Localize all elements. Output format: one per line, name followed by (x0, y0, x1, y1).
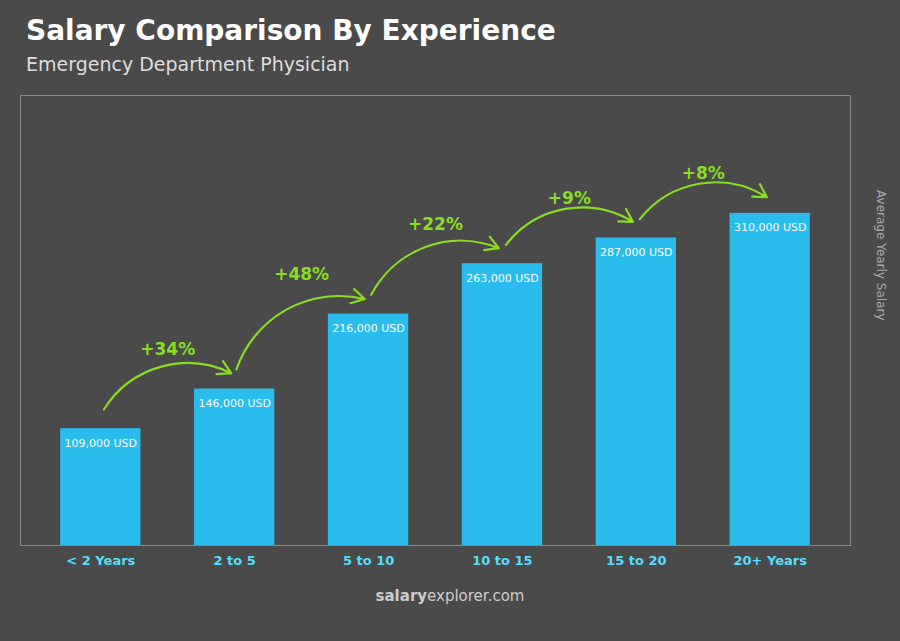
svg-text:+9%: +9% (548, 188, 591, 208)
svg-text:2 to 5: 2 to 5 (214, 553, 256, 568)
svg-text:287,000 USD: 287,000 USD (600, 246, 673, 259)
svg-text:20+ Years: 20+ Years (733, 553, 807, 568)
svg-text:109,000 USD: 109,000 USD (65, 437, 137, 450)
svg-text:+8%: +8% (682, 163, 725, 183)
svg-text:263,000 USD: 263,000 USD (466, 272, 539, 285)
html-text:Salary Comparison By Experienc: Salary Comparison By Experience (26, 14, 556, 47)
svg-text:+22%: +22% (408, 214, 463, 234)
html-text:salary explorer.com: salary explorer.com (375, 587, 525, 605)
svg-text:5 to 10: 5 to 10 (343, 553, 394, 568)
svg-text:+48%: +48% (274, 264, 329, 284)
svg-text:310,000 USD: 310,000 USD (734, 221, 807, 234)
svg-text:+34%: +34% (140, 339, 195, 359)
svg-text:< 2 Years: < 2 Years (66, 553, 135, 568)
svg-text:Average Yearly Salary: Average Yearly Salary (874, 190, 888, 320)
svg-text:15 to 20: 15 to 20 (606, 553, 666, 568)
svg-text:10 to 15: 10 to 15 (472, 553, 532, 568)
html-text:Emergency Department Physician: Emergency Department Physician (26, 53, 350, 75)
svg-text:216,000 USD: 216,000 USD (332, 322, 405, 335)
svg-text:146,000 USD: 146,000 USD (198, 397, 271, 410)
